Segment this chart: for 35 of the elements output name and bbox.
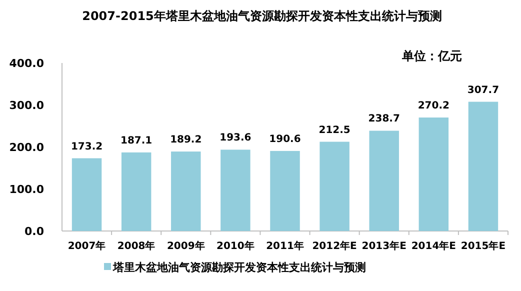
data-label: 193.6 (220, 132, 252, 144)
bar (171, 152, 201, 231)
data-label: 190.6 (269, 134, 301, 145)
x-tick-label: 2014年E (411, 240, 456, 252)
x-tick-label: 2009年 (166, 240, 205, 252)
x-tick-label: 2012年E (312, 240, 358, 252)
chart-subtitle: 单位：亿元 (401, 49, 462, 63)
bar (72, 158, 102, 231)
x-tick-label: 2013年E (362, 240, 407, 252)
x-tick-label: 2011年 (266, 240, 304, 252)
x-tick-label: 2007年 (68, 240, 106, 252)
legend-label: 塔里木盆地油气资源勘探开发资本性支出统计与预测 (112, 261, 366, 274)
bar (418, 118, 449, 231)
bar (320, 142, 350, 231)
bar (369, 130, 399, 231)
bar (468, 102, 498, 231)
y-tick-label: 200.0 (9, 141, 44, 154)
y-tick-label: 300.0 (9, 99, 44, 112)
chart-title: 2007-2015年塔里木盆地油气资源勘探开发资本性支出统计与预测 (82, 9, 442, 23)
data-label: 212.5 (318, 124, 350, 136)
data-label: 238.7 (368, 114, 400, 125)
data-label: 187.1 (120, 135, 152, 146)
data-label: 173.2 (70, 141, 103, 152)
bar (270, 150, 300, 231)
bar (121, 152, 152, 231)
x-tick-label: 2008年 (117, 240, 156, 252)
data-label: 307.7 (467, 84, 500, 96)
y-tick-label: 400.0 (9, 57, 44, 70)
bar (220, 150, 250, 231)
x-tick-label: 2015年E (460, 240, 506, 252)
y-tick-label: 100.0 (9, 183, 44, 196)
data-label: 270.2 (418, 100, 450, 112)
x-tick-label: 2010年 (216, 240, 254, 252)
data-label: 189.2 (170, 134, 202, 146)
y-tick-label: 0.0 (24, 225, 44, 238)
